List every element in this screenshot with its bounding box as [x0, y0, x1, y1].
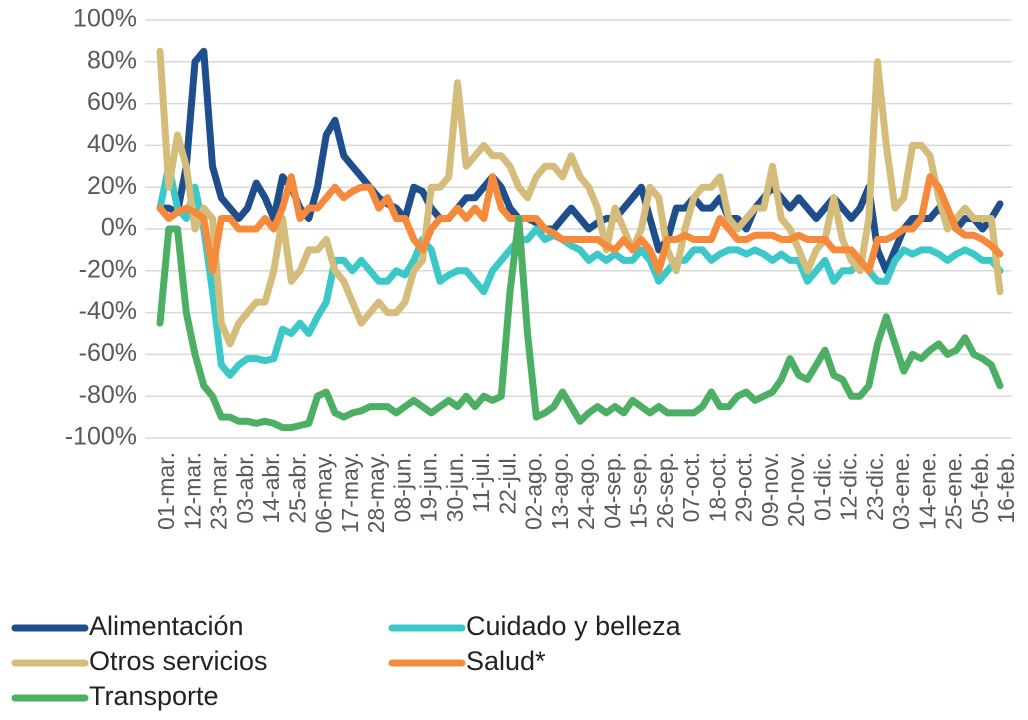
- x-tick-label: 22-jul.: [494, 452, 520, 515]
- y-tick-label: -20%: [79, 255, 137, 283]
- x-tick-label: 23-dic.: [862, 452, 888, 521]
- x-tick-label: 14-ene.: [914, 452, 940, 530]
- y-tick-label: 20%: [87, 172, 137, 200]
- y-tick-label: -60%: [79, 339, 137, 367]
- x-tick-label: 18-oct.: [704, 452, 730, 522]
- x-tick-label: 11-jul.: [468, 452, 494, 513]
- series-line: [156, 173, 1004, 275]
- legend-label: Otros servicios: [89, 646, 268, 676]
- x-tick-label: 12-mar.: [179, 452, 205, 530]
- legend-label: Salud*: [466, 646, 546, 676]
- x-tick-label: 03-abr.: [232, 452, 258, 524]
- x-tick-label: 01-mar.: [153, 452, 179, 530]
- x-tick-label: 28-may.: [363, 452, 389, 533]
- x-tick-label: 06-may.: [311, 452, 337, 533]
- x-tick-label: 20-nov.: [783, 452, 809, 527]
- x-tick-label: 04-sep.: [599, 452, 625, 529]
- x-tick-label: 30-jun.: [442, 452, 468, 522]
- x-tick-label: 24-ago.: [573, 452, 599, 530]
- x-tick-label: 23-mar.: [206, 452, 232, 530]
- x-tick-label: 08-jun.: [389, 452, 415, 522]
- y-tick-label: 40%: [87, 130, 137, 158]
- x-tick-label: 26-sep.: [652, 452, 678, 529]
- x-tick-label: 03-ene.: [888, 452, 914, 530]
- legend-label: Transporte: [89, 681, 219, 711]
- x-tick-label: 25-abr.: [284, 452, 310, 524]
- x-tick-label: 09-nov.: [757, 452, 783, 527]
- x-tick-label: 05-feb.: [967, 452, 993, 524]
- x-tick-label: 12-dic.: [836, 452, 862, 521]
- legend-label: Cuidado y belleza: [466, 611, 682, 641]
- x-tick-label: 25-ene.: [941, 452, 967, 530]
- x-tick-label: 17-may.: [337, 452, 363, 533]
- x-tick-label: 13-ago.: [547, 452, 573, 530]
- y-tick-label: 60%: [87, 88, 137, 116]
- y-tick-label: 0%: [101, 214, 137, 242]
- legend-label: Alimentación: [89, 611, 244, 641]
- y-tick-label: -80%: [79, 381, 137, 409]
- series-line: [156, 215, 1004, 432]
- y-tick-label: -100%: [65, 423, 137, 451]
- x-tick-label: 02-ago.: [521, 452, 547, 530]
- x-tick-label: 29-oct.: [731, 452, 757, 522]
- y-tick-label: -40%: [79, 297, 137, 325]
- series-line: [156, 47, 1004, 348]
- x-tick-label: 15-sep.: [626, 452, 652, 529]
- x-tick-label: 01-dic.: [809, 452, 835, 521]
- y-tick-label: 80%: [87, 46, 137, 74]
- x-tick-label: 16-feb.: [993, 452, 1019, 524]
- x-tick-label: 07-oct.: [678, 452, 704, 522]
- y-tick-label: 100%: [73, 5, 137, 33]
- x-tick-label: 19-jun.: [416, 452, 442, 522]
- x-tick-label: 14-abr.: [258, 452, 284, 524]
